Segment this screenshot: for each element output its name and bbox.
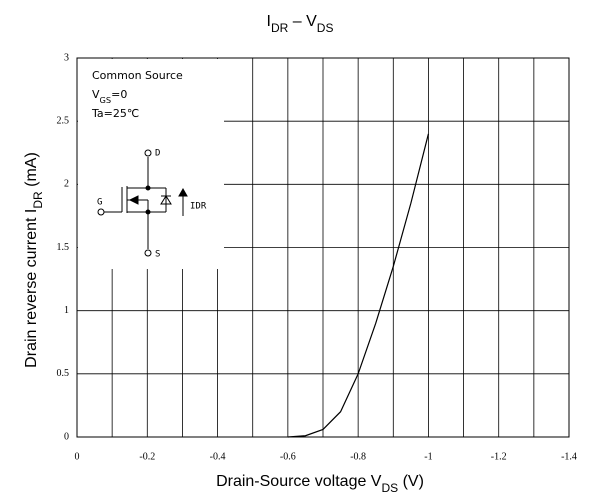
y-tick-label: 3 <box>64 52 69 63</box>
x-tick-label: 0 <box>75 451 80 462</box>
x-tick-label: -1.2 <box>491 451 507 462</box>
inset-background <box>78 59 224 269</box>
text-part: Common Source <box>92 69 183 82</box>
y-tick-label: 1 <box>64 305 69 316</box>
mosfet-symbol <box>97 149 188 257</box>
inset-text: Ta=25℃ <box>91 107 139 120</box>
x-tick-label: -0.6 <box>280 451 296 462</box>
subscript: DS <box>317 21 334 35</box>
text-part: (mA) <box>23 152 40 191</box>
y-tick-label: 0.5 <box>57 368 70 379</box>
plot-frame <box>76 57 570 438</box>
x-axis-label: Drain-Source voltage VDS (V) <box>216 473 424 495</box>
data-line <box>287 133 430 438</box>
y-tick-label: 0 <box>64 431 69 442</box>
text-part: Ta=25℃ <box>91 107 139 120</box>
x-tick-label: -1 <box>424 451 432 462</box>
x-tick-label: -1.4 <box>561 451 577 462</box>
source-label: S <box>155 250 160 260</box>
chart-title: IDR – VDS <box>267 13 334 35</box>
y-tick-label: 2.5 <box>57 115 70 126</box>
current-label: IDR <box>190 202 207 212</box>
subscript: DR <box>271 21 289 35</box>
text-part: =0 <box>111 88 127 101</box>
inset-text: Common Source <box>92 69 183 82</box>
subscript: DR <box>31 191 45 209</box>
text-part: – V <box>288 13 317 30</box>
text-part: Drain-Source voltage V <box>216 473 382 490</box>
text-part: V <box>92 88 100 101</box>
text-part: (V) <box>398 473 424 490</box>
y-tick-label: 1.5 <box>57 242 70 253</box>
gate-label: G <box>97 198 102 208</box>
x-tick-label: -0.4 <box>210 451 226 462</box>
subscript: GS <box>100 95 112 105</box>
x-tick-label: -0.8 <box>350 451 366 462</box>
y-tick-label: 2 <box>64 179 69 190</box>
x-tick-label: -0.2 <box>139 451 155 462</box>
text-part: I <box>267 13 271 30</box>
drain-label: D <box>155 149 160 159</box>
y-axis-label: Drain reverse current IDR (mA) <box>23 152 45 368</box>
text-part: Drain reverse current I <box>23 209 40 368</box>
subscript: DS <box>381 481 398 495</box>
inset-text: VGS=0 <box>92 88 127 105</box>
